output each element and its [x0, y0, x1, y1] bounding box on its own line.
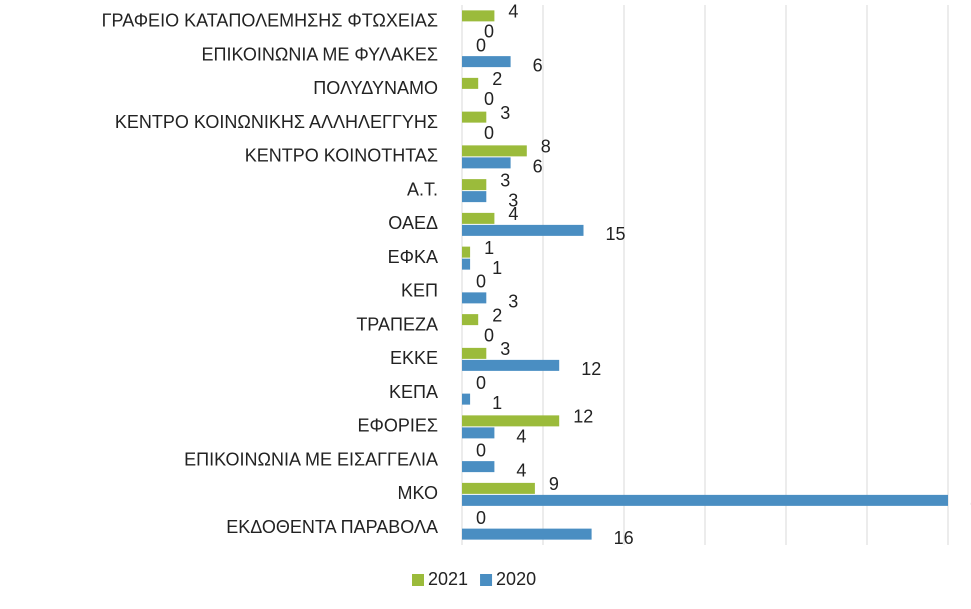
- bar: [462, 145, 527, 157]
- data-label: 4: [508, 2, 518, 22]
- data-label: 16: [614, 528, 634, 548]
- y-tick-label: Α.Τ.: [407, 179, 438, 199]
- data-label: 12: [581, 359, 601, 379]
- data-label: 0: [484, 89, 494, 109]
- bar: [462, 10, 495, 22]
- data-label: 0: [476, 35, 486, 55]
- y-tick-label: ΚΕΠΑ: [389, 382, 438, 402]
- bar: [462, 461, 495, 473]
- bar: [462, 347, 487, 359]
- data-label: 2: [492, 305, 502, 325]
- bar: [462, 179, 487, 191]
- legend-label: 2021: [428, 569, 468, 589]
- legend-swatch: [412, 574, 424, 586]
- y-tick-label: ΠΟΛΥΔΥΝΑΜΟ: [313, 78, 438, 98]
- y-tick-label: ΕΦΟΡΙΕΣ: [357, 416, 438, 436]
- bar: [462, 191, 487, 203]
- data-label: 1: [492, 258, 502, 278]
- bar: [462, 157, 511, 169]
- bar: [462, 528, 592, 540]
- y-tick-label: ΚΕΠ: [401, 281, 438, 301]
- bar: [462, 56, 511, 68]
- data-label: 0: [476, 440, 486, 460]
- data-label: 1: [492, 393, 502, 413]
- data-label: 12: [573, 407, 593, 427]
- bar: [462, 111, 487, 123]
- y-tick-label: ΕΠΙΚΟΙΝΩΝΙΑ ΜΕ ΦΥΛΑΚΕΣ: [201, 44, 438, 64]
- bar: [462, 77, 479, 89]
- y-tick-label: ΜΚΟ: [398, 483, 438, 503]
- data-label: 6: [533, 157, 543, 177]
- data-label: 4: [516, 460, 526, 480]
- bar: [462, 494, 948, 506]
- data-label: 4: [508, 204, 518, 224]
- bar: [462, 212, 495, 224]
- data-label: 2: [492, 69, 502, 89]
- bar: [462, 224, 584, 236]
- data-label: 0: [484, 22, 494, 42]
- bar: [462, 427, 495, 439]
- bar: [462, 314, 479, 326]
- y-tick-label: ΕΚΔΟΘΕΝΤΑ ΠΑΡΑΒΟΛΑ: [226, 517, 438, 537]
- bar: [462, 246, 471, 258]
- bar: [462, 292, 487, 304]
- data-label: 3: [508, 292, 518, 312]
- data-label: 0: [476, 373, 486, 393]
- y-tick-label: ΓΡΑΦΕΙΟ ΚΑΤΑΠΟΛΕΜΗΣΗΣ ΦΤΩΧΕΙΑΣ: [102, 11, 438, 31]
- y-tick-label: ΕΦΚΑ: [388, 247, 438, 267]
- data-label: 0: [476, 272, 486, 292]
- data-label: 6: [533, 55, 543, 75]
- legend-swatch: [480, 574, 493, 586]
- legend-label: 2020: [496, 569, 536, 589]
- data-label: 3: [500, 103, 510, 123]
- data-label: 3: [500, 339, 510, 359]
- y-tick-label: ΚΕΝΤΡΟ ΚΟΙΝΩΝΙΚΗΣ ΑΛΛΗΛΕΓΓΥΗΣ: [115, 112, 438, 132]
- data-label: 9: [549, 474, 559, 494]
- data-label: 0: [484, 123, 494, 143]
- y-tick-label: ΤΡΑΠΕΖΑ: [356, 314, 438, 334]
- y-tick-label: ΕΠΙΚΟΙΝΩΝΙΑ ΜΕ ΕΙΣΑΓΓΕΛΙΑ: [184, 449, 438, 469]
- data-label: 15: [606, 224, 626, 244]
- bar: [462, 415, 560, 427]
- data-label: 0: [476, 508, 486, 528]
- bar: [462, 482, 535, 494]
- data-label: 3: [508, 190, 518, 210]
- y-tick-label: ΕΚΚΕ: [390, 348, 438, 368]
- data-label: 8: [541, 137, 551, 157]
- bar: [462, 393, 471, 405]
- y-tick-label: ΚΕΝΤΡΟ ΚΟΙΝΟΤΗΤΑΣ: [245, 146, 438, 166]
- bar: [462, 258, 471, 270]
- data-label: 4: [516, 427, 526, 447]
- data-label: 0: [484, 325, 494, 345]
- y-tick-label: ΟΑΕΔ: [388, 213, 438, 233]
- data-label: 1: [484, 238, 494, 258]
- data-label: 3: [500, 170, 510, 190]
- bar: [462, 359, 560, 371]
